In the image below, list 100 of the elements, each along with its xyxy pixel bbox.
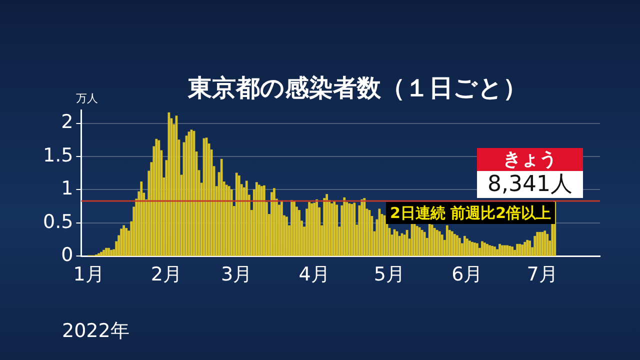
bar bbox=[102, 250, 105, 256]
bar bbox=[534, 236, 536, 256]
bar bbox=[544, 230, 546, 256]
bar bbox=[105, 248, 108, 256]
bar bbox=[468, 240, 471, 256]
bar bbox=[230, 189, 233, 256]
bar bbox=[286, 216, 288, 256]
x-tick-label: 4月 bbox=[298, 264, 330, 286]
bar bbox=[336, 204, 338, 256]
bar bbox=[446, 225, 448, 256]
annotation: きょう bbox=[477, 148, 583, 171]
bar bbox=[486, 244, 488, 256]
annotation: 8,341人 bbox=[477, 171, 583, 198]
bar bbox=[225, 184, 228, 256]
bar bbox=[453, 234, 456, 256]
bar bbox=[458, 238, 461, 256]
bar bbox=[528, 240, 532, 256]
bar bbox=[348, 203, 351, 256]
bar bbox=[310, 203, 313, 256]
bar bbox=[108, 248, 110, 256]
y-tick-label: 2 bbox=[61, 111, 74, 134]
x-tick-label: 3月 bbox=[221, 264, 252, 286]
bar bbox=[471, 242, 474, 256]
bar bbox=[508, 246, 511, 256]
x-tick-label: 5月 bbox=[374, 264, 406, 286]
bar bbox=[260, 186, 263, 256]
bar bbox=[466, 238, 468, 256]
bar bbox=[501, 245, 504, 256]
bar bbox=[484, 242, 486, 256]
bar bbox=[541, 232, 544, 256]
bar bbox=[546, 234, 549, 256]
bar bbox=[438, 231, 441, 256]
bar bbox=[368, 210, 371, 256]
bar bbox=[100, 252, 102, 256]
annotation: 2日連続 前週比2倍以上 bbox=[386, 202, 556, 224]
bar bbox=[448, 230, 451, 256]
bar bbox=[516, 244, 518, 256]
bar bbox=[140, 181, 143, 256]
bar bbox=[313, 202, 316, 256]
bar bbox=[463, 236, 466, 256]
bar bbox=[293, 200, 296, 256]
x-tick-label: 6月 bbox=[452, 264, 483, 286]
x-axis-title: 2022年 bbox=[62, 319, 130, 344]
bar bbox=[110, 250, 112, 256]
bar bbox=[323, 198, 326, 256]
bar bbox=[262, 185, 266, 256]
bar bbox=[158, 140, 160, 256]
bar bbox=[125, 228, 128, 256]
bar bbox=[524, 242, 526, 256]
bar bbox=[491, 246, 494, 256]
bar bbox=[511, 246, 514, 256]
bar bbox=[298, 210, 300, 256]
bar bbox=[474, 242, 476, 256]
bar bbox=[536, 232, 539, 256]
bar bbox=[255, 182, 258, 256]
bar bbox=[316, 199, 318, 256]
bar bbox=[155, 138, 158, 256]
y-tick-label: 0.5 bbox=[43, 210, 74, 233]
bar bbox=[330, 203, 334, 256]
bar bbox=[280, 200, 283, 256]
bar bbox=[430, 224, 434, 256]
bar bbox=[122, 225, 125, 256]
y-tick-label: 1.5 bbox=[43, 144, 74, 166]
bar bbox=[343, 197, 346, 256]
bar bbox=[526, 240, 528, 256]
bar bbox=[456, 235, 458, 256]
x-tick-label: 2月 bbox=[150, 264, 182, 286]
y-tick-label: 1 bbox=[61, 178, 74, 200]
bar bbox=[333, 201, 336, 256]
bar bbox=[258, 184, 260, 256]
bar bbox=[350, 204, 354, 256]
bar bbox=[326, 194, 328, 256]
x-tick-label: 7月 bbox=[526, 264, 558, 286]
bar bbox=[360, 199, 364, 256]
bar bbox=[436, 230, 438, 256]
chart-title: 東京都の感染者数（１日ごと） bbox=[188, 73, 527, 104]
bar bbox=[98, 253, 100, 256]
bar bbox=[273, 188, 276, 256]
bar bbox=[363, 198, 366, 256]
bar bbox=[504, 245, 506, 256]
bar bbox=[450, 231, 454, 256]
y-tick-label: 0 bbox=[61, 244, 74, 266]
bar bbox=[235, 172, 238, 256]
bar bbox=[245, 180, 248, 256]
bar bbox=[238, 175, 240, 256]
bar bbox=[353, 202, 356, 256]
bar bbox=[440, 234, 444, 256]
bar bbox=[518, 244, 521, 256]
bar bbox=[498, 244, 501, 256]
bar bbox=[308, 202, 310, 256]
bar bbox=[120, 228, 122, 256]
bar bbox=[481, 241, 484, 256]
bar bbox=[290, 200, 293, 256]
bar bbox=[433, 228, 436, 256]
bar bbox=[228, 186, 230, 256]
bar bbox=[521, 244, 524, 256]
y-axis-title: 万人 bbox=[76, 91, 98, 106]
bar bbox=[488, 245, 491, 256]
x-tick-label: 1月 bbox=[73, 264, 104, 286]
bar bbox=[494, 246, 496, 256]
